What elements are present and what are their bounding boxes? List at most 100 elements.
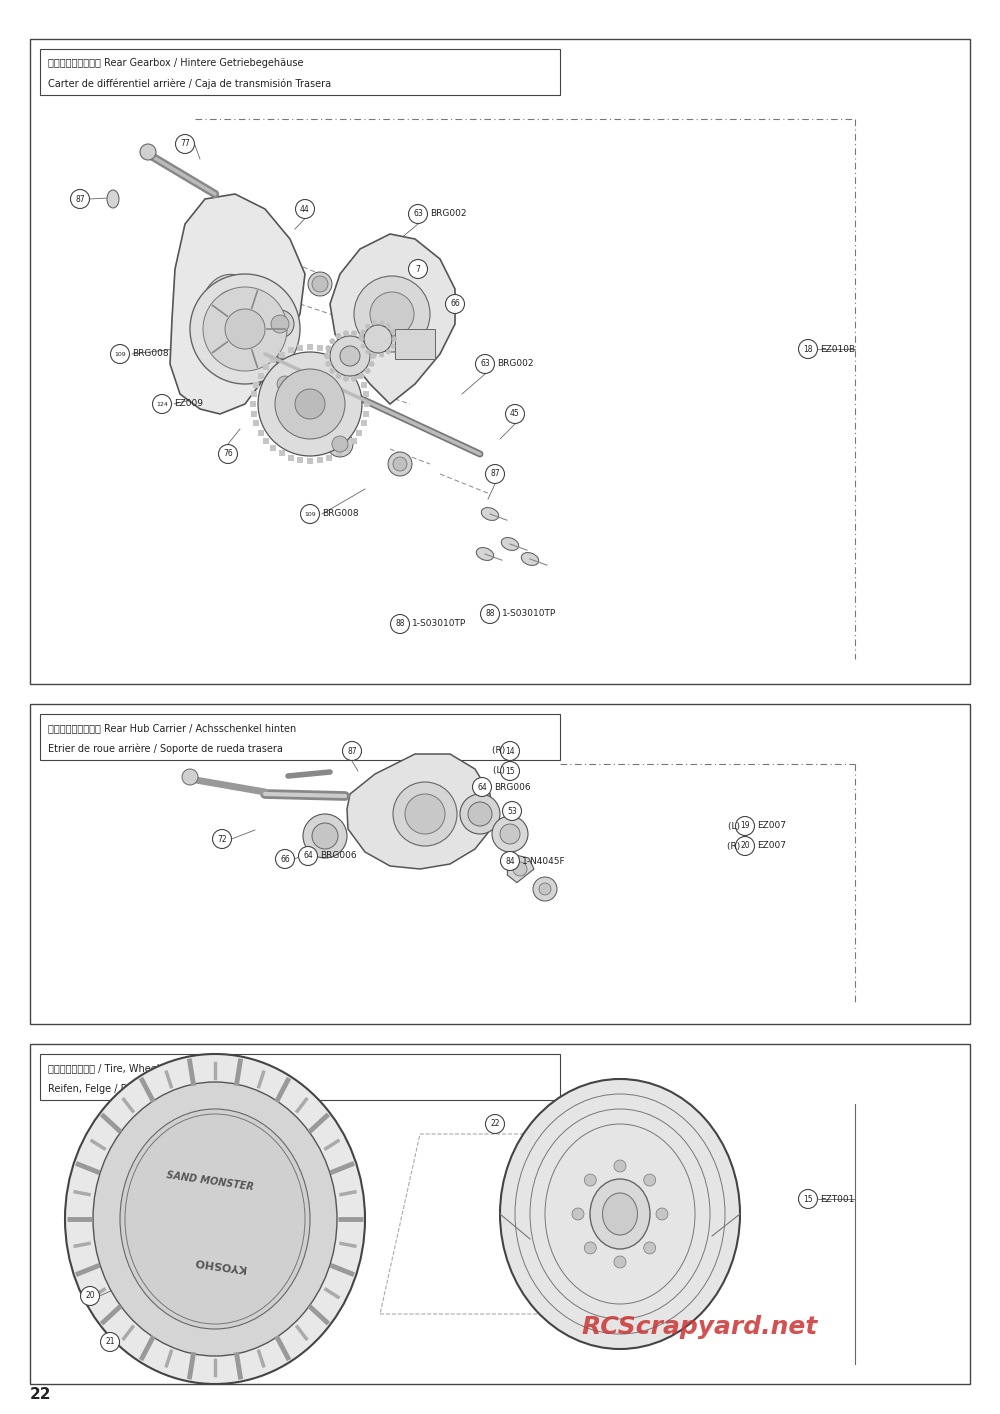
- Circle shape: [614, 1256, 626, 1268]
- Circle shape: [110, 345, 130, 363]
- Text: 109: 109: [114, 352, 126, 356]
- PathPatch shape: [507, 855, 534, 882]
- Text: 66: 66: [450, 300, 460, 308]
- Bar: [270, 358, 276, 363]
- Text: 63: 63: [480, 359, 490, 369]
- Circle shape: [798, 339, 818, 359]
- Text: EZ007: EZ007: [757, 822, 786, 830]
- Circle shape: [644, 1174, 656, 1186]
- Bar: [297, 345, 303, 351]
- Circle shape: [70, 189, 90, 208]
- Bar: [395, 329, 435, 359]
- Bar: [317, 345, 323, 351]
- Bar: [253, 382, 259, 387]
- Text: 87: 87: [490, 469, 500, 478]
- Circle shape: [358, 334, 364, 339]
- Text: (R): (R): [492, 747, 508, 755]
- Circle shape: [365, 368, 371, 373]
- Bar: [361, 382, 367, 387]
- Circle shape: [275, 369, 345, 438]
- Text: 14: 14: [505, 747, 515, 755]
- Bar: [344, 358, 350, 363]
- Circle shape: [644, 1241, 656, 1254]
- Text: 87: 87: [75, 195, 85, 204]
- Text: 64: 64: [303, 851, 313, 861]
- Text: 124: 124: [156, 402, 168, 406]
- Circle shape: [386, 349, 391, 355]
- Text: タイヤ・ホイール / Tire, Wheel: タイヤ・ホイール / Tire, Wheel: [48, 1063, 160, 1073]
- Text: 1-N4045F: 1-N4045F: [522, 857, 566, 865]
- Circle shape: [303, 814, 347, 858]
- Text: 22: 22: [30, 1387, 52, 1403]
- Text: 15: 15: [803, 1195, 813, 1203]
- Text: 1-S03010TP: 1-S03010TP: [502, 609, 556, 618]
- Ellipse shape: [481, 508, 499, 520]
- Bar: [30, 1044, 970, 1384]
- Circle shape: [390, 344, 395, 349]
- Circle shape: [325, 345, 331, 351]
- Circle shape: [276, 850, 294, 868]
- Text: 64: 64: [477, 782, 487, 792]
- Bar: [40, 714, 560, 759]
- Circle shape: [390, 329, 395, 334]
- Circle shape: [486, 1114, 505, 1134]
- Circle shape: [614, 1159, 626, 1172]
- Circle shape: [369, 345, 375, 351]
- Circle shape: [492, 816, 528, 853]
- Text: 66: 66: [280, 854, 290, 864]
- Circle shape: [354, 276, 430, 352]
- Text: (R): (R): [727, 841, 743, 850]
- Ellipse shape: [65, 1053, 365, 1384]
- Text: 18: 18: [803, 345, 813, 354]
- Circle shape: [351, 331, 357, 337]
- Bar: [363, 411, 369, 417]
- Circle shape: [203, 287, 287, 370]
- Bar: [297, 457, 303, 464]
- Text: Carter de différentiel arrière / Caja de transmisión Trasera: Carter de différentiel arrière / Caja de…: [48, 78, 331, 89]
- Circle shape: [501, 762, 520, 781]
- Text: 21: 21: [105, 1338, 115, 1346]
- Text: EZ009: EZ009: [174, 400, 203, 409]
- Ellipse shape: [501, 537, 519, 550]
- Circle shape: [340, 346, 360, 366]
- Circle shape: [361, 329, 366, 334]
- Circle shape: [736, 816, 755, 836]
- Text: 53: 53: [507, 806, 517, 816]
- Circle shape: [190, 274, 300, 385]
- Text: 44: 44: [300, 205, 310, 214]
- Circle shape: [80, 1287, 100, 1305]
- Circle shape: [372, 352, 377, 358]
- Circle shape: [342, 741, 362, 761]
- Text: EZT001: EZT001: [820, 1195, 854, 1203]
- Circle shape: [369, 361, 375, 366]
- Text: Reifen, Felge / Roue / Rueda: Reifen, Felge / Roue / Rueda: [48, 1083, 186, 1093]
- Circle shape: [501, 741, 520, 761]
- Text: 77: 77: [180, 140, 190, 148]
- Circle shape: [533, 877, 557, 901]
- Bar: [263, 365, 269, 370]
- Text: 7: 7: [416, 264, 420, 273]
- Text: 20: 20: [740, 841, 750, 850]
- Text: 63: 63: [413, 209, 423, 219]
- Circle shape: [218, 444, 238, 464]
- Bar: [317, 457, 323, 464]
- Circle shape: [361, 344, 366, 349]
- Circle shape: [312, 276, 328, 293]
- Bar: [263, 438, 269, 444]
- Circle shape: [446, 294, 464, 314]
- Circle shape: [359, 337, 364, 342]
- Bar: [307, 344, 313, 351]
- Text: EZ007: EZ007: [757, 841, 786, 850]
- Text: Etrier de roue arrière / Soporte de rueda trasera: Etrier de roue arrière / Soporte de rued…: [48, 744, 283, 754]
- Text: 84: 84: [505, 857, 515, 865]
- Text: 20: 20: [85, 1291, 95, 1301]
- Circle shape: [364, 325, 392, 354]
- Ellipse shape: [476, 547, 494, 560]
- Circle shape: [379, 321, 384, 325]
- Circle shape: [271, 315, 289, 334]
- Bar: [278, 451, 285, 457]
- Bar: [40, 49, 560, 95]
- Ellipse shape: [212, 290, 258, 358]
- PathPatch shape: [170, 194, 305, 414]
- Circle shape: [656, 1208, 668, 1220]
